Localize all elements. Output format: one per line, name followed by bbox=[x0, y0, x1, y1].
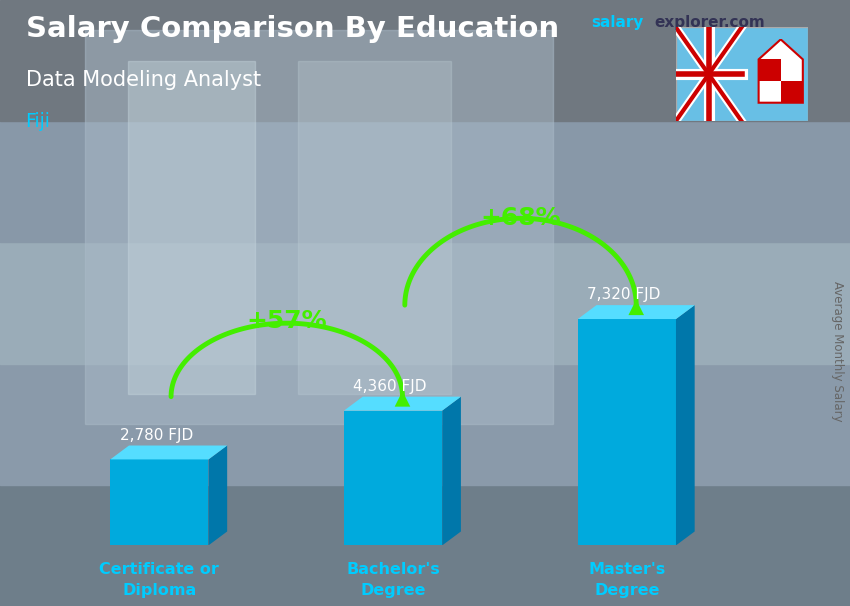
Polygon shape bbox=[344, 397, 461, 411]
Polygon shape bbox=[676, 305, 694, 545]
Text: explorer.com: explorer.com bbox=[654, 15, 765, 30]
Polygon shape bbox=[208, 445, 227, 545]
Text: +68%: +68% bbox=[480, 206, 561, 230]
Bar bbox=[298, 61, 450, 394]
Text: 2,780 FJD: 2,780 FJD bbox=[120, 428, 193, 443]
Polygon shape bbox=[578, 305, 694, 319]
Polygon shape bbox=[780, 81, 802, 102]
Polygon shape bbox=[442, 397, 461, 545]
Polygon shape bbox=[758, 59, 780, 81]
Polygon shape bbox=[344, 411, 442, 545]
Text: Average Monthly Salary: Average Monthly Salary bbox=[830, 281, 844, 422]
Text: Fiji: Fiji bbox=[26, 112, 50, 131]
Bar bbox=[0, 121, 850, 242]
Bar bbox=[128, 61, 255, 394]
Polygon shape bbox=[110, 445, 227, 459]
Text: +57%: +57% bbox=[246, 308, 327, 333]
Polygon shape bbox=[758, 39, 802, 102]
Bar bbox=[0, 242, 850, 364]
Text: Salary Comparison By Education: Salary Comparison By Education bbox=[26, 15, 558, 43]
Polygon shape bbox=[110, 459, 208, 545]
Bar bbox=[0, 485, 850, 606]
Text: 7,320 FJD: 7,320 FJD bbox=[587, 287, 660, 302]
Text: 4,360 FJD: 4,360 FJD bbox=[354, 379, 427, 394]
Text: salary: salary bbox=[591, 15, 643, 30]
Bar bbox=[0, 364, 850, 485]
Bar bbox=[0, 0, 850, 121]
Bar bbox=[85, 30, 552, 424]
Text: Data Modeling Analyst: Data Modeling Analyst bbox=[26, 70, 261, 90]
Polygon shape bbox=[578, 319, 676, 545]
